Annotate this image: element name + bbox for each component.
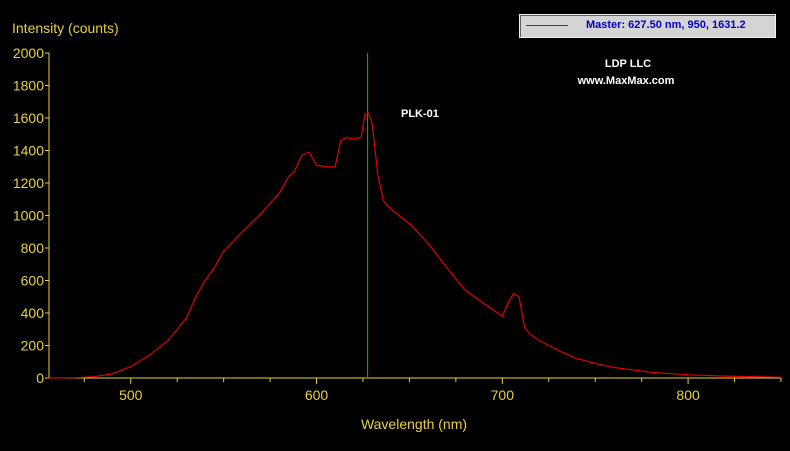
- y-tick-labels: 0 200 400 600 800 1000 1200 1400 1600 1800 2000: [13, 45, 44, 386]
- y-tick-label: 1000: [13, 208, 44, 224]
- x-tick-labels: 500 600 700 800: [119, 387, 700, 403]
- legend: Master: 627.50 nm, 950, 1631.2: [519, 14, 776, 38]
- legend-cursor-readout: Master: 627.50 nm, 950, 1631.2: [586, 19, 746, 31]
- x-axis-title: Wavelength (nm): [361, 416, 467, 432]
- y-axis-title: Intensity (counts): [12, 20, 119, 36]
- x-tick-label: 500: [119, 387, 143, 403]
- x-tick-label: 800: [676, 387, 700, 403]
- y-tick-label: 1200: [13, 175, 44, 191]
- legend-series-swatch: [526, 25, 568, 26]
- y-tick-label: 200: [21, 338, 45, 354]
- annotation-company: LDP LLC: [605, 58, 651, 70]
- annotation-filter-name: PLK-01: [401, 108, 439, 120]
- y-tick-label: 800: [21, 240, 45, 256]
- spectrum-series-line: [48, 112, 782, 379]
- y-tick-label: 400: [21, 305, 45, 321]
- y-tick-label: 1400: [13, 143, 44, 159]
- y-tick-label: 0: [36, 370, 44, 386]
- y-tick-label: 2000: [13, 45, 44, 61]
- tick-marks: [45, 52, 782, 384]
- y-tick-label: 1600: [13, 110, 44, 126]
- x-tick-label: 600: [305, 387, 329, 403]
- y-tick-label: 600: [21, 273, 45, 289]
- annotation-website: www.MaxMax.com: [577, 75, 675, 87]
- x-tick-label: 700: [491, 387, 515, 403]
- y-tick-label: 1800: [13, 78, 44, 94]
